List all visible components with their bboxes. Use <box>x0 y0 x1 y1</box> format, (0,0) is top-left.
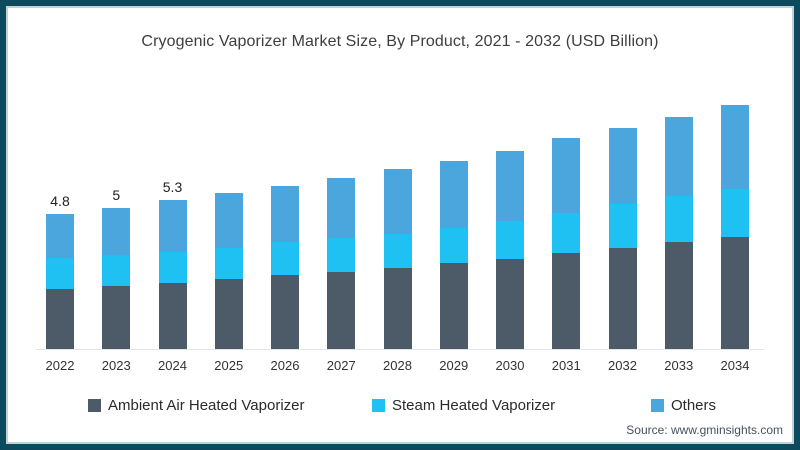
bar-2027-segment <box>327 272 356 349</box>
legend-label: Others <box>671 396 717 414</box>
bar-2023-segment <box>102 208 131 255</box>
bar-2030-segment <box>496 259 524 349</box>
bar-2024-segment <box>158 283 187 349</box>
bar-2022-segment <box>46 289 74 349</box>
bar-2028-segment <box>383 234 412 268</box>
bar-2030-segment <box>496 221 524 259</box>
bar-2034-segment <box>721 189 749 237</box>
bar-2026-segment <box>271 242 299 275</box>
bar-2022-segment <box>46 258 74 289</box>
x-axis-line <box>36 349 764 350</box>
bar-2024-segment <box>158 200 187 252</box>
x-tick-label: 2032 <box>608 358 637 373</box>
bar-2023-segment <box>102 255 131 286</box>
bar-2032-segment <box>608 204 637 248</box>
bar-2032-segment <box>608 128 637 204</box>
bar-value-label: 5.3 <box>162 179 183 195</box>
bar-2025-segment <box>214 193 243 248</box>
legend-item-steam-heated-vaporizer: Steam Heated Vaporizer <box>372 396 555 414</box>
bar-2029-segment <box>439 228 468 263</box>
bar-2025-segment <box>214 279 243 349</box>
x-tick-label: 2023 <box>101 358 131 373</box>
bar-2031-segment <box>552 213 581 253</box>
bar-2025-segment <box>214 248 243 279</box>
bar-2029-segment <box>439 263 468 349</box>
x-tick-label: 2024 <box>158 358 187 373</box>
chart-title: Cryogenic Vaporizer Market Size, By Prod… <box>141 33 659 50</box>
bar-2028-segment <box>383 169 412 234</box>
bar-2023-segment <box>102 286 131 349</box>
bar-2031-segment <box>552 138 581 213</box>
x-tick-label: 2027 <box>326 358 356 373</box>
x-tick-label: 2031 <box>551 358 581 373</box>
bar-2026-segment <box>271 275 299 349</box>
legend-swatch-steam-icon <box>372 398 385 412</box>
bar-value-label: 5 <box>112 187 121 203</box>
bar-2022-segment <box>46 214 74 258</box>
bar-2030-segment <box>496 151 524 221</box>
bar-2034-segment <box>721 237 749 349</box>
source-attribution: Source: www.gminsights.com <box>626 423 783 437</box>
x-tick-label: 2033 <box>664 358 694 373</box>
legend-swatch-others-icon <box>651 398 664 412</box>
legend: Ambient Air Heated Vaporizer Steam Heate… <box>0 396 800 416</box>
bar-2034-segment <box>721 105 749 189</box>
x-tick-label: 2026 <box>270 358 300 373</box>
legend-label: Steam Heated Vaporizer <box>392 396 556 414</box>
bar-2033-segment <box>664 117 693 196</box>
legend-label: Ambient Air Heated Vaporizer <box>108 396 305 414</box>
bar-2033-segment <box>664 242 693 349</box>
bar-2024-segment <box>158 252 187 283</box>
legend-swatch-ambient-icon <box>88 398 101 412</box>
bar-2026-segment <box>271 186 299 242</box>
bar-2028-segment <box>383 268 412 349</box>
bar-2029-segment <box>439 161 468 228</box>
bar-2027-segment <box>327 238 356 272</box>
bar-2032-segment <box>608 248 637 349</box>
x-tick-label: 2034 <box>720 358 750 373</box>
bar-value-label: 4.8 <box>50 193 70 209</box>
bar-2027-segment <box>327 178 356 238</box>
x-tick-label: 2025 <box>214 358 244 373</box>
x-tick-label: 2028 <box>383 358 412 373</box>
legend-item-ambient-air-heated-vaporizer: Ambient Air Heated Vaporizer <box>88 396 305 414</box>
bar-2031-segment <box>552 253 581 349</box>
legend-item-others: Others <box>651 396 716 414</box>
bar-2033-segment <box>664 196 693 242</box>
x-tick-label: 2029 <box>439 358 469 373</box>
x-tick-label: 2030 <box>495 358 525 373</box>
x-tick-label: 2022 <box>45 358 75 373</box>
